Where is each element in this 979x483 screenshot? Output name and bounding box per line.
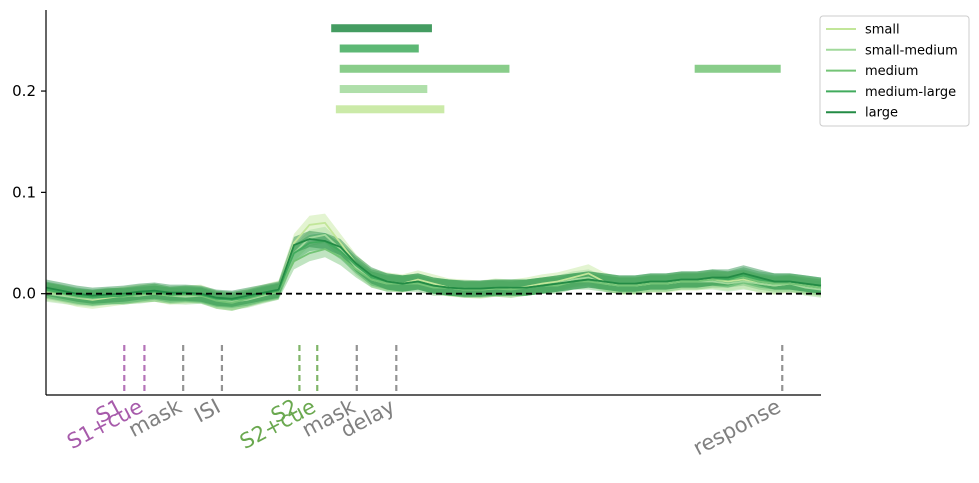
band-medium-large — [46, 232, 821, 308]
legend-label-small-medium: small-medium — [865, 43, 958, 58]
significance-bar-small-1 — [335, 105, 445, 114]
legend-label-medium-large: medium-large — [865, 85, 956, 100]
significance-bar-large-1 — [331, 24, 432, 33]
legend-box — [819, 15, 970, 127]
significance-bar-small-medium-1 — [339, 85, 428, 94]
event-label-isi: ISI — [190, 394, 224, 427]
legend-label-medium: medium — [865, 64, 918, 79]
legend: small small-medium medium medium-large large — [819, 15, 970, 127]
series-lines — [45, 221, 822, 304]
series-line-large — [45, 238, 822, 300]
band-small — [46, 213, 821, 311]
confidence-bands — [46, 213, 821, 311]
series-line-medium — [45, 248, 822, 304]
y-tick-label: 0.1 — [12, 183, 36, 201]
significance-bar-medium-large-1 — [339, 44, 419, 53]
y-tick-label: 0.0 — [12, 285, 36, 303]
legend-label-large: large — [865, 106, 898, 121]
significance-bar-medium-1 — [339, 64, 510, 73]
legend-label-small: small — [865, 23, 900, 38]
significance-bar-medium-2 — [694, 64, 781, 73]
y-tick-label: 0.2 — [12, 82, 36, 100]
significance-bars — [331, 24, 781, 114]
band-large — [46, 230, 821, 307]
band-small-medium — [46, 226, 821, 310]
event-label-response: response — [689, 394, 784, 460]
axes: 0.0 0.1 0.2 — [12, 10, 821, 396]
